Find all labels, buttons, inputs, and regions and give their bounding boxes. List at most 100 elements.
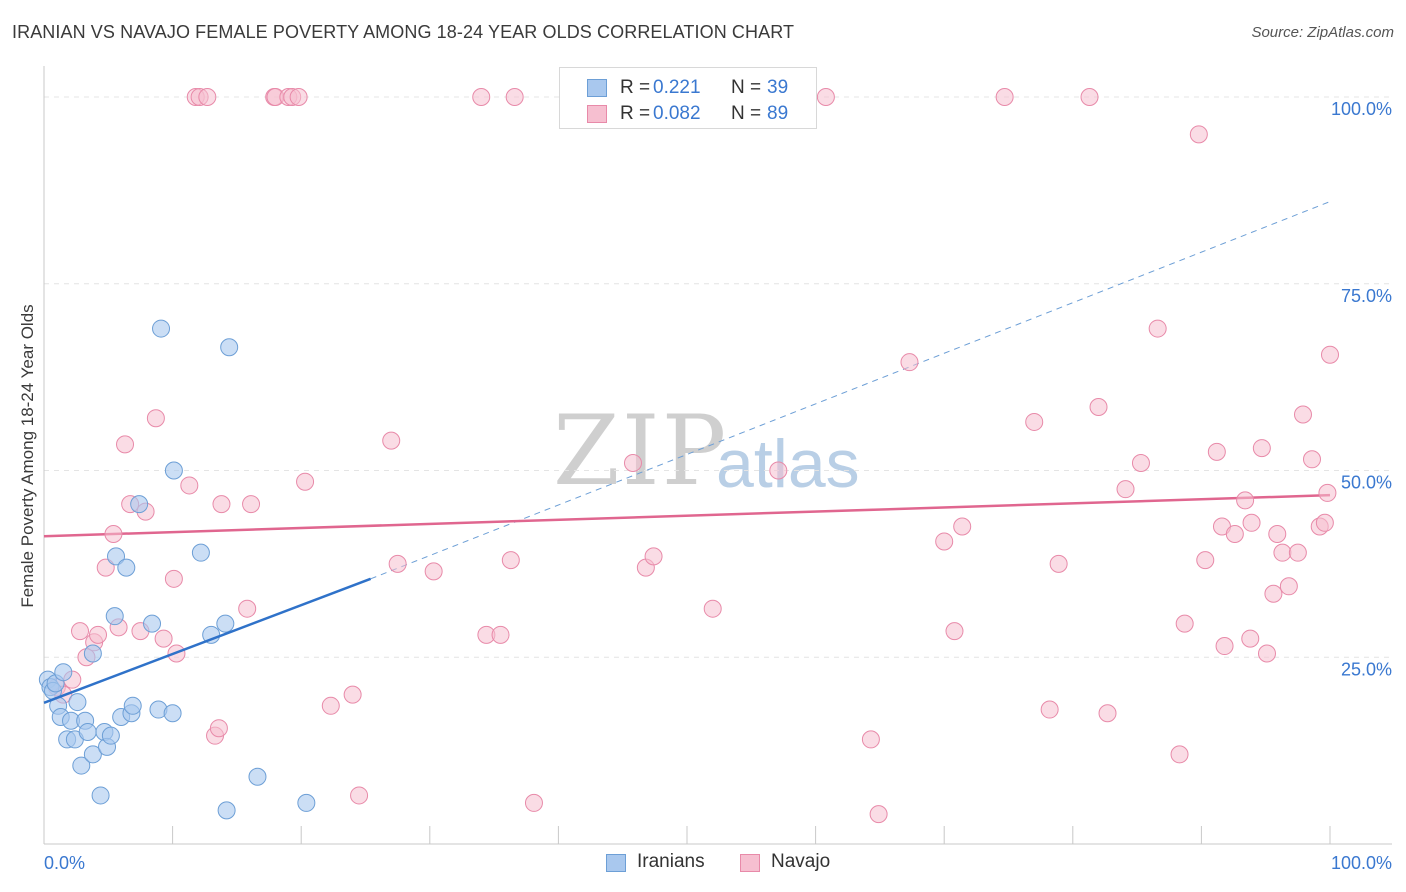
r-label: R = xyxy=(620,103,651,124)
navajo-point xyxy=(1089,398,1108,417)
navajo-point xyxy=(524,793,543,812)
iranian-point xyxy=(68,693,87,712)
y-axis-label: Female Poverty Among 18-24 Year Olds xyxy=(18,304,37,608)
navajo-point xyxy=(238,599,257,618)
navajo-point xyxy=(343,685,362,704)
navajo-point xyxy=(242,495,261,514)
navajo-point xyxy=(869,805,888,824)
navajo-point xyxy=(1148,319,1167,338)
navajo-point xyxy=(935,532,954,551)
navajo-point xyxy=(89,625,108,644)
chart-title: IRANIAN VS NAVAJO FEMALE POVERTY AMONG 1… xyxy=(12,22,795,42)
navajo-point xyxy=(424,562,443,581)
iranian-point xyxy=(117,558,136,577)
navajo-point xyxy=(623,454,642,473)
navajo-point xyxy=(289,88,308,106)
navajo-point xyxy=(1196,551,1215,570)
navajo-point xyxy=(1116,480,1135,499)
iranian-point xyxy=(101,726,120,745)
navajo-point xyxy=(1225,524,1244,543)
iranian-point xyxy=(248,767,267,786)
navajo-point xyxy=(945,622,964,641)
iranian-point xyxy=(152,319,171,338)
legend-row-iranians: R = 0.221 N = 39 xyxy=(560,75,816,101)
navajo-point xyxy=(198,88,217,106)
navajo-point xyxy=(1288,543,1307,562)
x-tick-label: 0.0% xyxy=(44,853,85,873)
navajo-point xyxy=(1315,513,1334,532)
navajo-point xyxy=(96,558,115,577)
navajo-point xyxy=(1080,88,1099,106)
navajo-point xyxy=(953,517,972,536)
navajo-point xyxy=(1170,745,1189,764)
iranian-points xyxy=(38,319,372,820)
iranian-point xyxy=(164,461,183,480)
legend-row-navajo: R = 0.082 N = 89 xyxy=(560,101,816,127)
iranian-point xyxy=(83,745,102,764)
iranian-point xyxy=(123,696,142,715)
iranian-point xyxy=(217,801,236,820)
navajo-point xyxy=(1321,345,1339,364)
source-credit: Source: ZipAtlas.com xyxy=(1251,24,1394,41)
iranians-legend-swatch[interactable] xyxy=(606,854,626,872)
x-tick-label: 100.0% xyxy=(1331,853,1392,873)
navajo-point xyxy=(388,554,407,573)
navajo-legend-swatch[interactable] xyxy=(740,854,760,872)
y-tick-label: 75.0% xyxy=(1341,286,1392,306)
navajo-point xyxy=(209,719,228,738)
trend-lines xyxy=(43,201,1331,580)
navajo-point xyxy=(154,629,173,648)
navajo-point xyxy=(1273,543,1292,562)
navajo-point xyxy=(769,461,788,480)
y-tick-label: 50.0% xyxy=(1341,473,1392,493)
navajo-points xyxy=(47,88,1339,824)
navajo-point xyxy=(1040,700,1059,719)
watermark-atlas: atlas xyxy=(716,426,860,502)
navajo-legend-label[interactable]: Navajo xyxy=(771,851,831,872)
navajo-point xyxy=(816,88,835,106)
watermark-zip: ZIP xyxy=(553,395,729,507)
navajo-point xyxy=(1049,554,1068,573)
navajo-point xyxy=(1268,524,1287,543)
n-value: 39 xyxy=(767,77,789,98)
navajo-trend-line xyxy=(43,493,1331,538)
n-label: N = xyxy=(731,77,762,98)
navajo-point xyxy=(71,622,90,641)
n-value: 89 xyxy=(767,103,789,124)
navajo-point xyxy=(900,353,919,372)
n-label: N = xyxy=(731,103,762,124)
navajo-point xyxy=(350,786,369,805)
iranians-legend-label[interactable]: Iranians xyxy=(637,851,705,872)
iranian-point xyxy=(83,644,102,663)
navajo-point xyxy=(1236,491,1255,510)
navajo-point xyxy=(296,472,315,491)
navajo-point xyxy=(1279,577,1298,596)
navajo-point xyxy=(146,409,165,428)
iranians-trend-extension xyxy=(370,201,1331,580)
navajo-point xyxy=(505,88,524,106)
iranians-trend-line xyxy=(43,577,372,704)
navajo-point xyxy=(1302,450,1321,469)
navajo-point xyxy=(1207,442,1226,461)
navajo-point xyxy=(1264,584,1283,603)
navajo-point xyxy=(1025,412,1044,431)
navajo-point xyxy=(491,625,510,644)
navajo-point xyxy=(382,431,401,450)
iranian-point xyxy=(220,338,239,357)
navajo-point xyxy=(1318,483,1337,502)
navajo-point xyxy=(644,547,663,566)
axes xyxy=(43,66,1392,845)
navajo-point xyxy=(1293,405,1312,424)
navajo-point xyxy=(164,569,183,588)
navajo-point xyxy=(1241,629,1260,648)
gridlines xyxy=(44,96,1392,658)
y-tick-label: 25.0% xyxy=(1341,659,1392,679)
iranian-point xyxy=(216,614,235,633)
navajo-point xyxy=(1257,644,1276,663)
r-value: 0.221 xyxy=(653,77,701,98)
iranian-point xyxy=(130,495,149,514)
y-tick-label: 100.0% xyxy=(1331,99,1392,119)
iranian-point xyxy=(105,607,124,626)
iranians-swatch xyxy=(587,79,607,97)
